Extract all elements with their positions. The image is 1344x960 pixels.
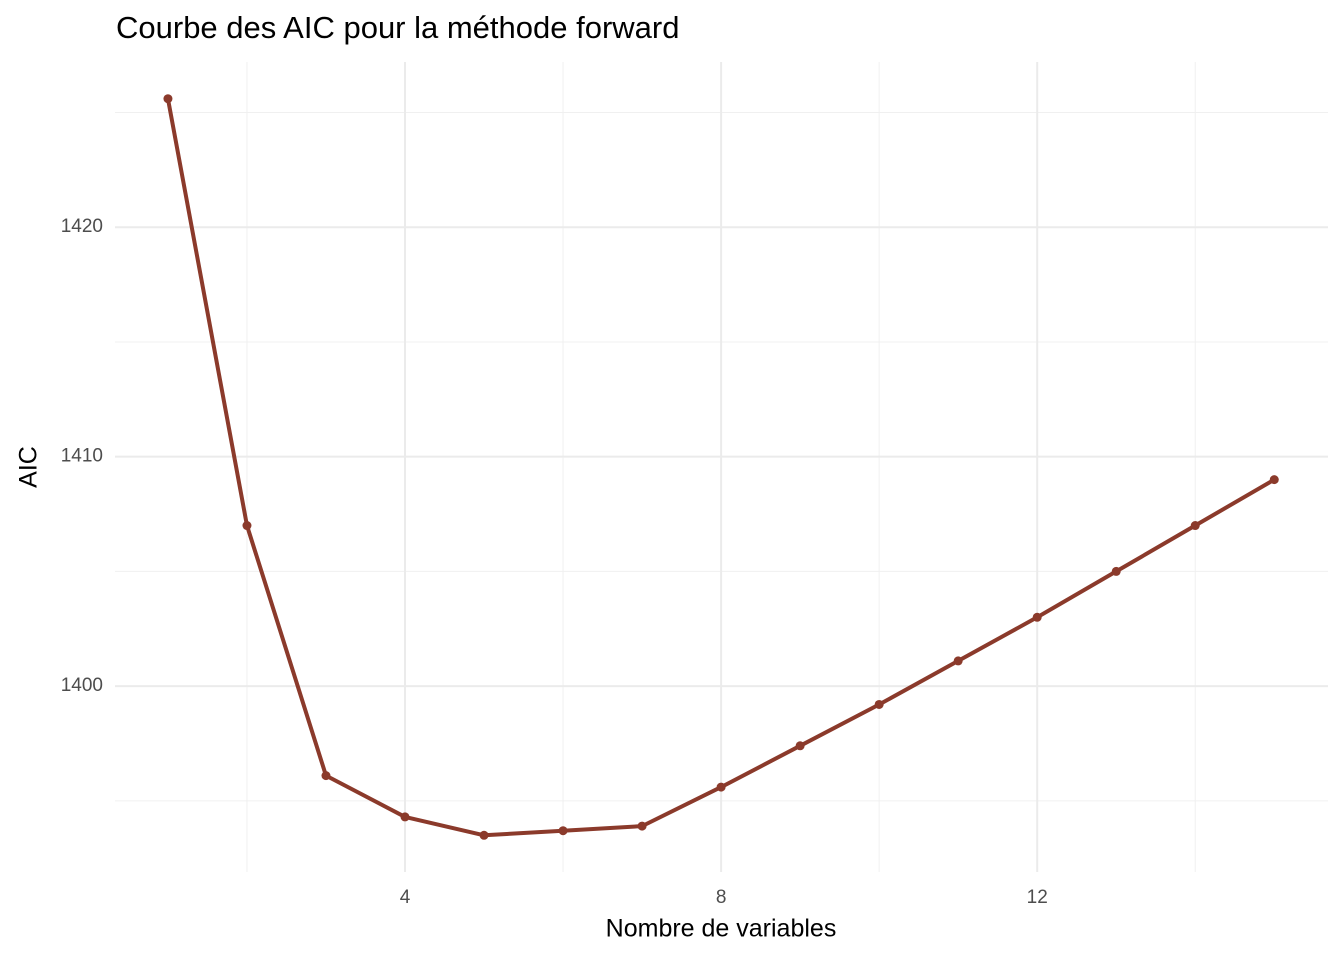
point: [321, 771, 331, 781]
point: [953, 656, 963, 666]
point: [558, 826, 568, 836]
point: [716, 782, 726, 792]
point: [637, 821, 647, 831]
point: [400, 812, 410, 822]
point: [1269, 475, 1279, 485]
chart-title: Courbe des AIC pour la méthode forward: [116, 10, 679, 45]
y-tick-label: 1400: [61, 675, 103, 696]
y-tick-label: 1410: [61, 446, 103, 467]
point: [795, 741, 805, 751]
y-tick-label: 1420: [61, 216, 103, 237]
x-tick-label: 12: [1027, 887, 1048, 908]
x-tick-label: 8: [716, 887, 727, 908]
point: [1190, 521, 1200, 531]
y-axis-title: AIC: [15, 446, 43, 488]
point: [163, 94, 173, 104]
point: [242, 521, 252, 531]
point: [479, 830, 489, 840]
point: [1111, 566, 1121, 576]
point: [1032, 612, 1042, 622]
point: [874, 699, 884, 709]
x-tick-label: 4: [400, 887, 411, 908]
x-axis-title: Nombre de variables: [606, 915, 837, 943]
